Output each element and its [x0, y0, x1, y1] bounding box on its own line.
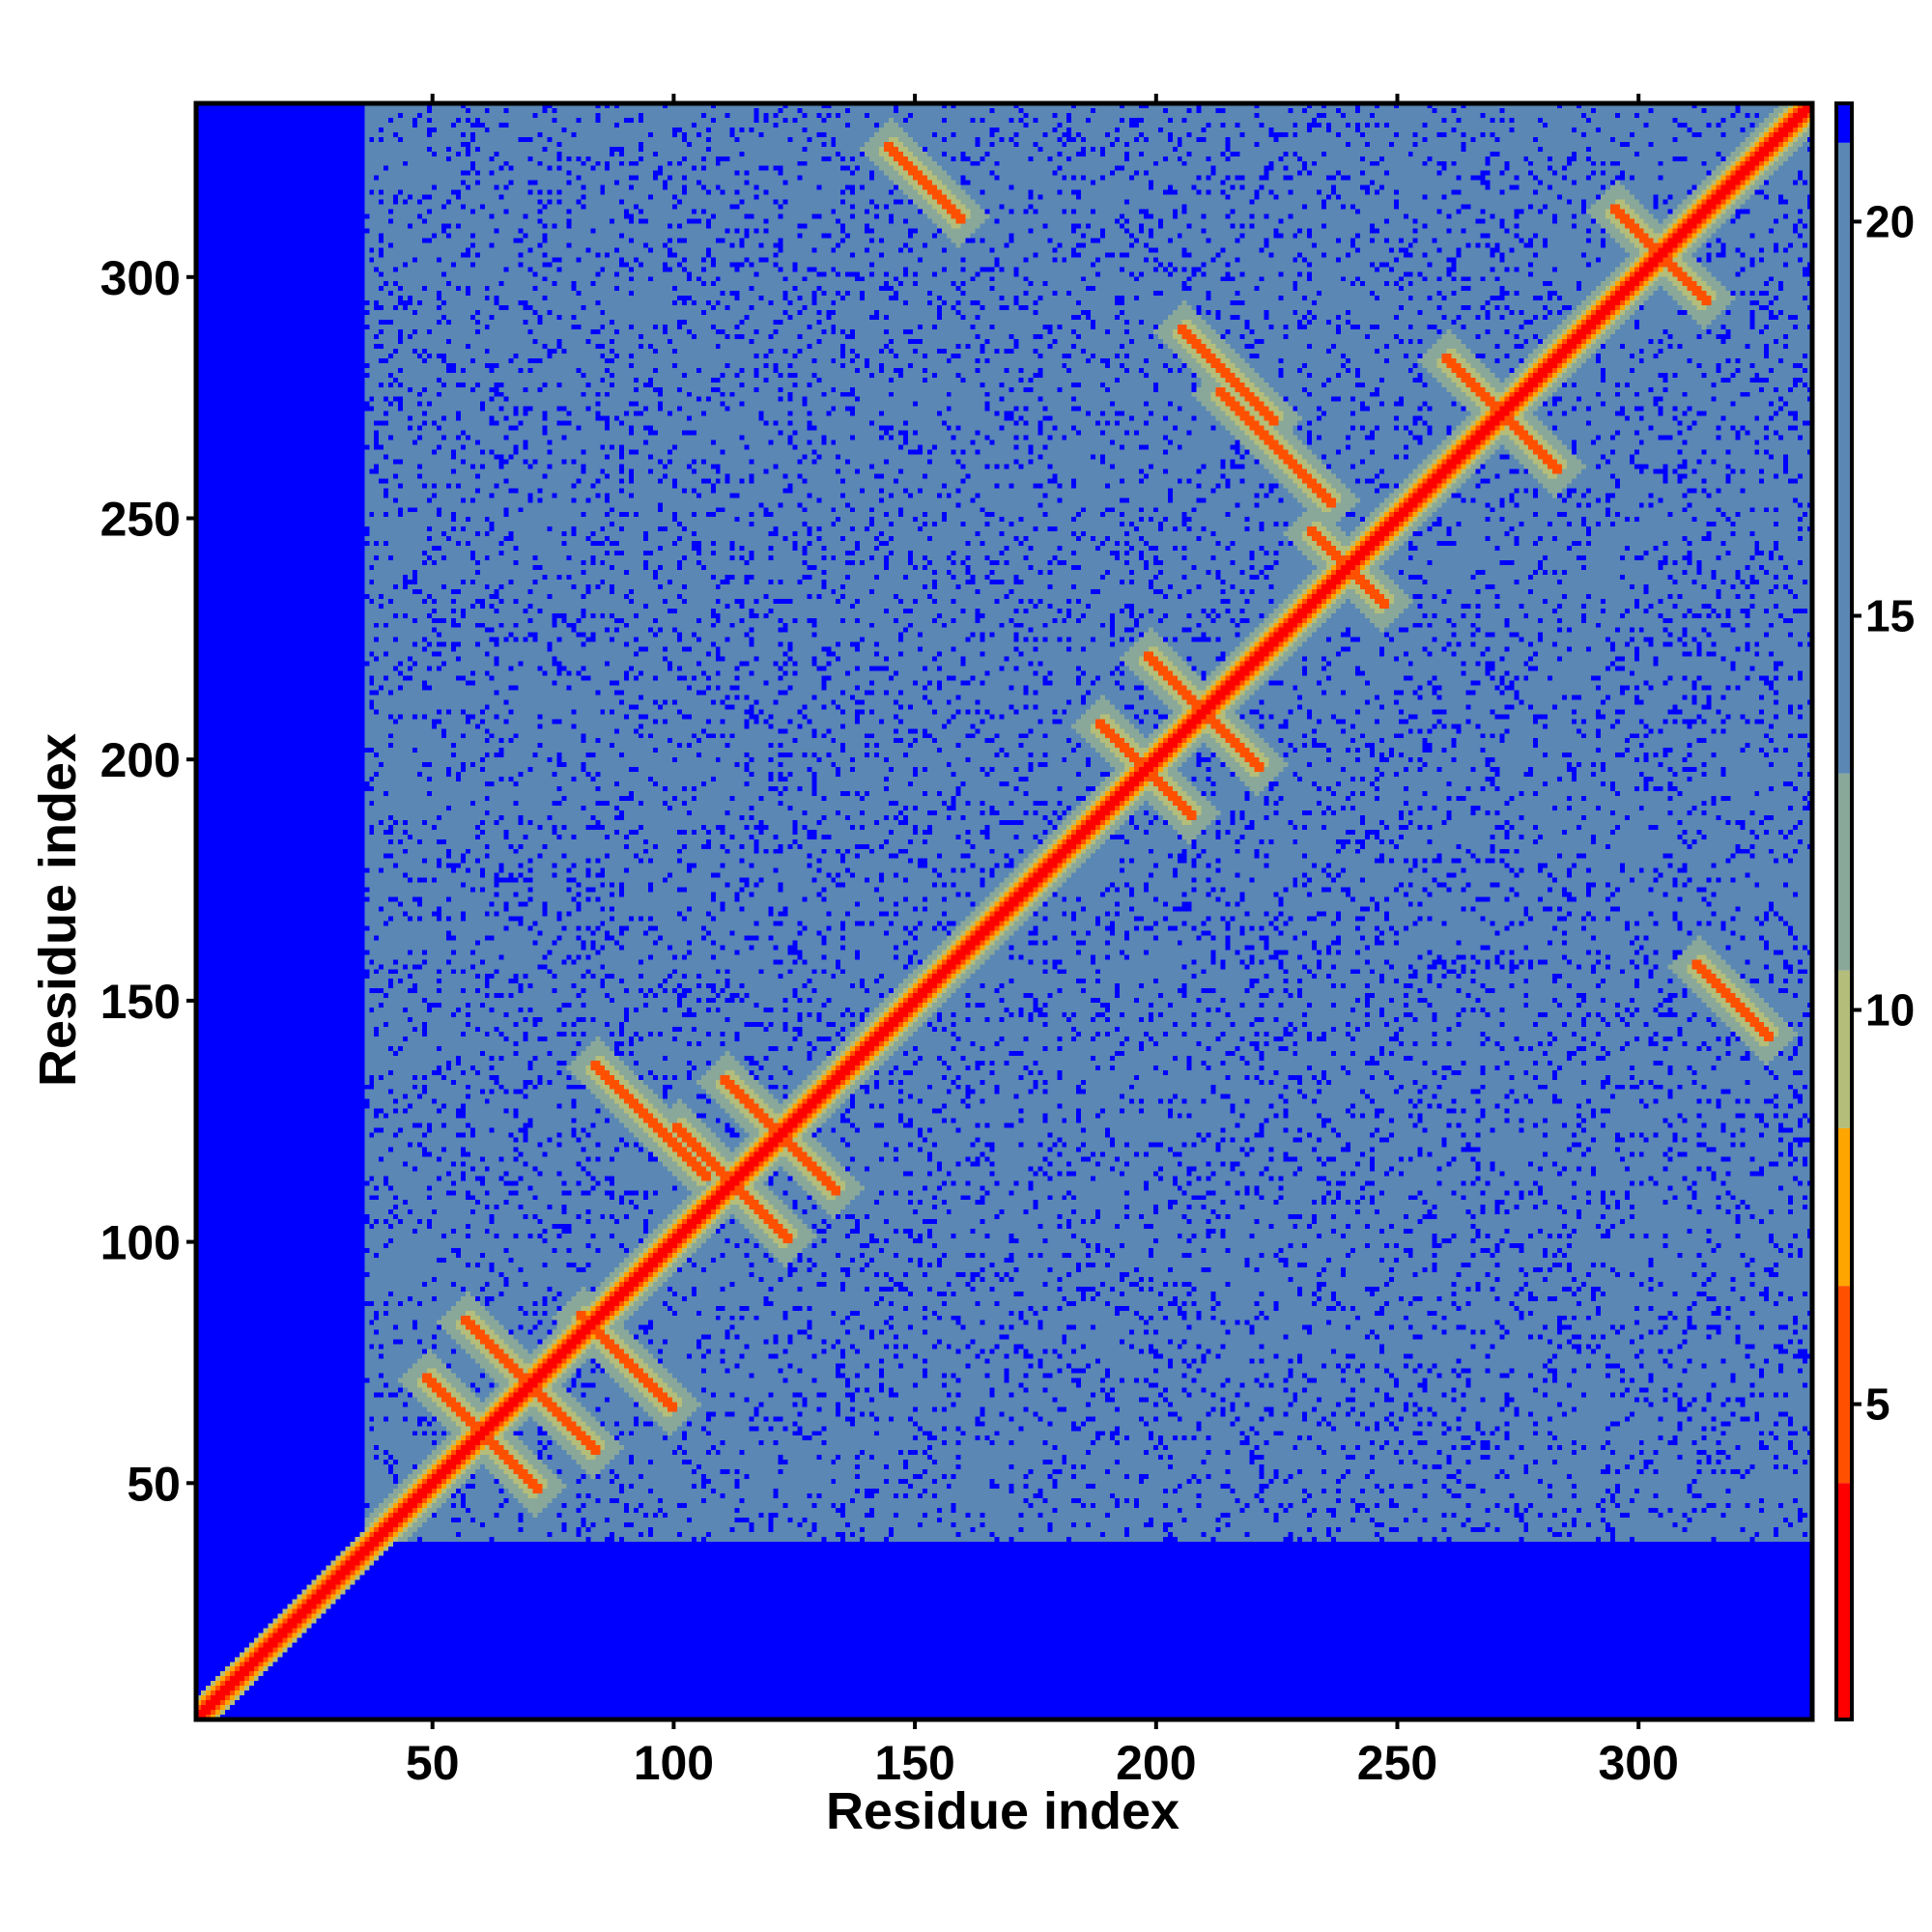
x-tick-label: 50	[406, 1736, 460, 1790]
colorbar-tick-label: 5	[1865, 1379, 1890, 1430]
y-tick-label: 200	[100, 733, 181, 787]
x-axis-title: Residue index	[826, 1782, 1179, 1840]
heatmap-image	[196, 103, 1812, 1719]
y-tick-label: 50	[127, 1457, 181, 1511]
x-tick-label: 150	[874, 1736, 954, 1790]
x-tick-label: 300	[1598, 1736, 1678, 1790]
x-tick-label: 250	[1357, 1736, 1437, 1790]
heatmap-layer	[196, 103, 1812, 1719]
colorbar-segment	[1836, 970, 1852, 1128]
colorbar-tick-label: 15	[1865, 590, 1915, 640]
x-tick-label: 200	[1116, 1736, 1196, 1790]
y-tick-label: 250	[100, 492, 181, 546]
y-tick-label: 300	[100, 251, 181, 305]
colorbar: 5 10 15 20	[1834, 101, 1915, 1721]
colorbar-segment	[1836, 142, 1852, 774]
colorbar-frame	[1834, 101, 1854, 1721]
y-tick-label: 100	[100, 1216, 181, 1270]
colorbar-segment	[1836, 1286, 1852, 1484]
colorbar-segment	[1836, 1127, 1852, 1287]
colorbar-tick-label: 10	[1865, 985, 1915, 1036]
x-tick-label: 100	[634, 1736, 714, 1790]
y-tick-label: 150	[100, 975, 181, 1029]
y-axis-title: Residue index	[29, 733, 87, 1087]
plot-frame	[193, 100, 1815, 1722]
colorbar-segment	[1836, 1483, 1852, 1719]
colorbar-segment	[1836, 773, 1852, 971]
colorbar-segment	[1836, 103, 1852, 143]
axes-layer: 50 100 150 200 250 300 50 100 150 200 250 300	[100, 94, 1815, 1790]
colorbar-tick-label: 20	[1865, 196, 1915, 246]
